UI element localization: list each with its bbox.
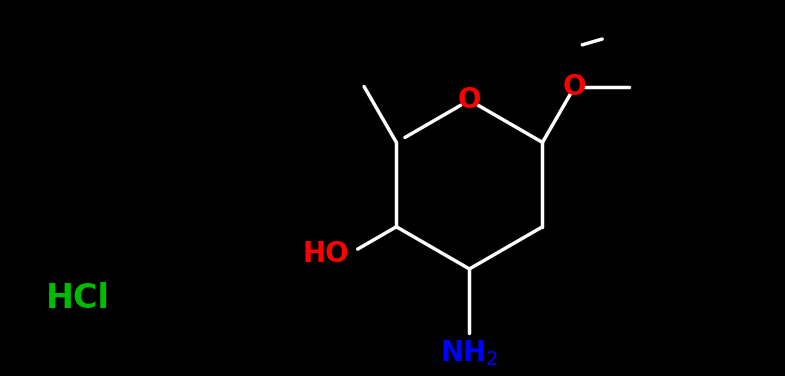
Text: O: O	[458, 86, 481, 114]
Text: HCl: HCl	[46, 282, 109, 315]
Text: O: O	[563, 73, 586, 100]
Text: HO: HO	[302, 240, 349, 268]
Text: NH$_2$: NH$_2$	[440, 338, 498, 368]
